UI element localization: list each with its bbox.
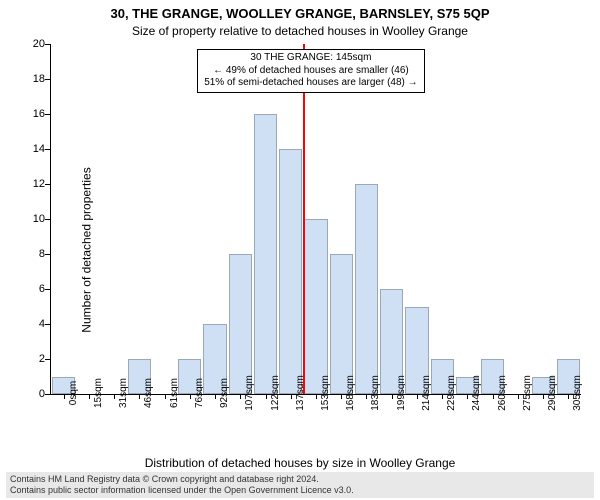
x-tick (568, 394, 569, 399)
x-tick (366, 394, 367, 399)
x-tick (392, 394, 393, 399)
histogram-bar (279, 149, 302, 394)
x-tick (493, 394, 494, 399)
y-tick (45, 394, 50, 395)
y-tick-label: 14 (23, 143, 45, 155)
x-tick (114, 394, 115, 399)
y-tick-label: 6 (23, 283, 45, 295)
chart-title-main: 30, THE GRANGE, WOOLLEY GRANGE, BARNSLEY… (0, 6, 600, 21)
y-tick-label: 10 (23, 213, 45, 225)
histogram-bar (355, 184, 378, 394)
x-tick (240, 394, 241, 399)
footer-line: Contains HM Land Registry data © Crown c… (10, 474, 590, 485)
y-tick-label: 8 (23, 248, 45, 260)
histogram-bar (330, 254, 353, 394)
x-tick-label: 46sqm (143, 378, 154, 408)
x-tick (266, 394, 267, 399)
x-tick (543, 394, 544, 399)
x-tick (190, 394, 191, 399)
y-tick-label: 20 (23, 38, 45, 50)
x-tick (291, 394, 292, 399)
x-tick-label: 0sqm (68, 381, 79, 405)
y-tick-label: 12 (23, 178, 45, 190)
annotation-line: 51% of semi-detached houses are larger (… (204, 77, 417, 90)
y-tick (45, 359, 50, 360)
y-tick (45, 254, 50, 255)
y-tick (45, 114, 50, 115)
annotation-box: 30 THE GRANGE: 145sqm← 49% of detached h… (197, 49, 424, 93)
x-tick-label: 260sqm (497, 375, 508, 411)
x-axis-label: Distribution of detached houses by size … (0, 456, 600, 470)
plot-area: 024681012141618200sqm15sqm31sqm46sqm61sq… (50, 44, 581, 395)
x-tick-label: 305sqm (572, 375, 583, 411)
x-tick (89, 394, 90, 399)
x-tick-label: 15sqm (93, 378, 104, 408)
y-tick (45, 289, 50, 290)
x-tick (165, 394, 166, 399)
x-tick (64, 394, 65, 399)
chart-title-sub: Size of property relative to detached ho… (0, 24, 600, 38)
y-tick-label: 2 (23, 353, 45, 365)
x-tick (341, 394, 342, 399)
x-tick (518, 394, 519, 399)
histogram-bar (304, 219, 327, 394)
y-tick (45, 219, 50, 220)
x-tick (316, 394, 317, 399)
y-tick-label: 18 (23, 73, 45, 85)
reference-marker-line (303, 44, 305, 394)
histogram-bar (254, 114, 277, 394)
y-tick (45, 44, 50, 45)
y-tick-label: 16 (23, 108, 45, 120)
y-tick-label: 4 (23, 318, 45, 330)
x-tick (442, 394, 443, 399)
y-tick (45, 79, 50, 80)
x-tick (467, 394, 468, 399)
footer-line: Contains public sector information licen… (10, 485, 590, 496)
x-tick (215, 394, 216, 399)
y-tick-label: 0 (23, 388, 45, 400)
footer-attribution: Contains HM Land Registry data © Crown c… (6, 472, 594, 498)
y-tick (45, 184, 50, 185)
annotation-line: 30 THE GRANGE: 145sqm (204, 52, 417, 65)
x-tick (139, 394, 140, 399)
annotation-line: ← 49% of detached houses are smaller (46… (204, 65, 417, 78)
histogram-bar (229, 254, 252, 394)
y-tick (45, 324, 50, 325)
x-tick (417, 394, 418, 399)
y-tick (45, 149, 50, 150)
